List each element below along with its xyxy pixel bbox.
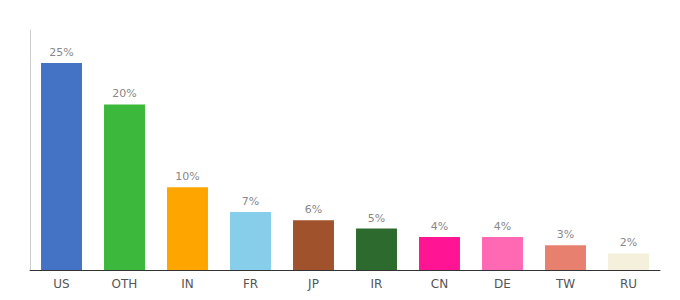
svg-text:3%: 3% — [557, 228, 574, 241]
svg-text:25%: 25% — [49, 46, 73, 59]
svg-text:2%: 2% — [620, 236, 637, 249]
svg-text:RU: RU — [620, 277, 637, 291]
svg-text:DE: DE — [494, 277, 511, 291]
svg-text:US: US — [53, 277, 69, 291]
svg-text:4%: 4% — [431, 220, 448, 233]
svg-text:7%: 7% — [242, 195, 259, 208]
svg-text:IN: IN — [181, 277, 194, 291]
svg-text:20%: 20% — [112, 87, 136, 100]
svg-text:TW: TW — [555, 277, 575, 291]
svg-text:FR: FR — [243, 277, 258, 291]
svg-text:IR: IR — [371, 277, 383, 291]
svg-text:OTH: OTH — [112, 277, 138, 291]
svg-text:CN: CN — [431, 277, 448, 291]
svg-text:6%: 6% — [305, 203, 322, 216]
svg-text:5%: 5% — [368, 212, 385, 225]
svg-text:10%: 10% — [175, 170, 199, 183]
svg-text:4%: 4% — [494, 220, 511, 233]
svg-text:JP: JP — [307, 277, 319, 291]
